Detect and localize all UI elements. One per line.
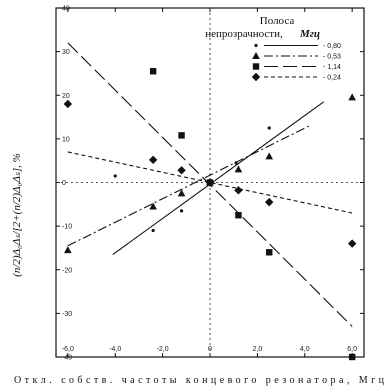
data-point-square <box>149 68 157 75</box>
data-point-triangle <box>149 202 157 210</box>
y-tick-label: 30 <box>62 49 70 56</box>
x-tick-label: -4,0 <box>109 346 121 353</box>
y-tick-label: -40 <box>62 355 72 362</box>
data-point-diamond <box>234 186 243 195</box>
zero-lines <box>56 8 364 357</box>
legend-title: Полоса <box>260 15 295 27</box>
fit-line-dash-dot <box>67 125 310 247</box>
data-point-triangle <box>348 93 356 101</box>
y-tick-label: 40 <box>62 6 70 13</box>
legend-marker-diamond <box>251 72 261 82</box>
legend-value: - 1,14 <box>323 64 341 71</box>
data-point-square <box>266 249 273 256</box>
y-tick-label: 0 <box>62 180 66 187</box>
y-tick-label: -20 <box>62 267 72 274</box>
data-point-dot <box>179 209 184 213</box>
y-tick-label: -10 <box>62 224 72 231</box>
data-point-triangle <box>265 152 274 160</box>
data-point-dot <box>151 228 155 233</box>
legend-value: - 0,24 <box>323 75 341 82</box>
data-point-triangle <box>64 246 72 254</box>
data-point-square <box>178 132 185 139</box>
x-tick-label: 6,0 <box>347 346 357 353</box>
x-axis-label: Откл. собств. частоты концевого резонато… <box>14 375 385 386</box>
legend-marker-dot <box>254 43 258 48</box>
legend-unit: Мгц <box>299 28 320 40</box>
legend-value: - 0,53 <box>323 54 341 61</box>
data-points <box>63 68 357 361</box>
data-point-triangle <box>177 189 186 197</box>
data-point-square <box>235 212 242 219</box>
data-point-dot <box>234 161 238 165</box>
legend-marker-triangle <box>252 52 260 59</box>
x-tick-label: 4,0 <box>300 346 310 353</box>
fit-line-solid <box>112 101 325 255</box>
x-tick-label: -2,0 <box>157 346 169 353</box>
y-tick-label: 20 <box>62 93 70 100</box>
data-point-diamond <box>177 166 186 175</box>
x-tick-label: -6,0 <box>62 346 74 353</box>
x-tick-label: 2,0 <box>253 346 263 353</box>
data-point-diamond <box>265 197 274 207</box>
data-point-diamond <box>205 178 215 187</box>
data-point-triangle <box>234 165 243 173</box>
y-axis-label: (n/2)Δ₀Δₛ/[2+(n/2)Δ₀Δₛ], % <box>11 153 23 277</box>
data-point-diamond <box>148 155 158 165</box>
data-point-diamond <box>63 99 73 109</box>
legend-value: - 0,80 <box>323 43 341 50</box>
legend: Полоса непрозрачности, Мгц - 0,80 - 0,53 -… <box>205 15 341 82</box>
data-point-dot <box>113 174 117 178</box>
data-point-diamond <box>347 239 357 248</box>
y-tick-label: 10 <box>62 136 70 143</box>
legend-subtitle: непрозрачности, <box>205 28 283 40</box>
y-tick-label: -30 <box>62 311 72 318</box>
data-point-square <box>348 353 356 361</box>
legend-marker-square <box>252 63 260 70</box>
data-point-dot <box>267 126 271 130</box>
